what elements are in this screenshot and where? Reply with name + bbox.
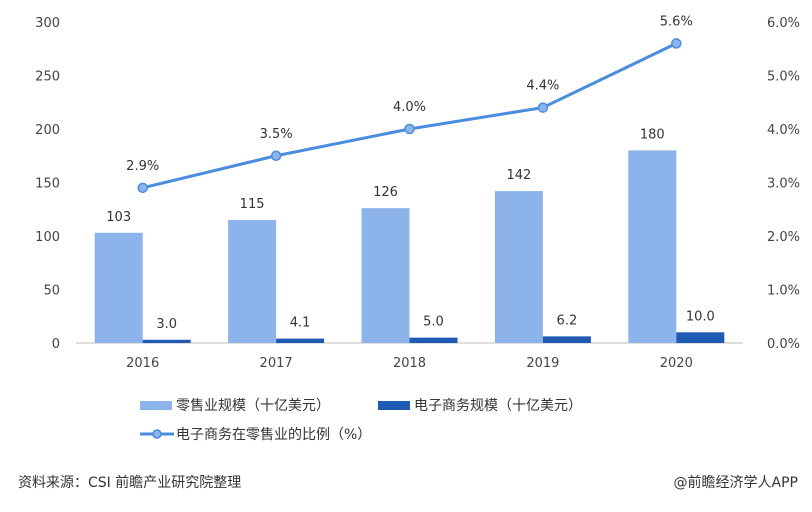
line-point-share	[671, 38, 682, 49]
bar-ecommerce	[276, 338, 325, 343]
bar-label-retail: 115	[240, 197, 265, 212]
y-tick-label: 150	[35, 177, 60, 192]
y2-tick-label: 5.0%	[767, 70, 800, 85]
legend-swatch-retail	[140, 400, 172, 410]
line-point-share	[137, 182, 148, 194]
x-tick-label: 2017	[260, 356, 293, 371]
y2-tick-label: 4.0%	[767, 123, 800, 138]
bar-label-retail: 126	[373, 185, 398, 200]
y2-tick-label: 2.0%	[767, 230, 800, 245]
legend-swatch-ecommerce	[378, 400, 410, 410]
legend-ecommerce: 电子商务规模（十亿美元）	[378, 395, 582, 415]
bar-retail	[361, 208, 410, 343]
line-label-share: 5.6%	[660, 14, 693, 29]
y2-tick-label: 1.0%	[767, 284, 800, 299]
x-tick-label: 2019	[526, 356, 559, 371]
bar-retail	[628, 150, 677, 343]
legend-retail: 零售业规模（十亿美元）	[140, 395, 330, 415]
bar-ecommerce	[542, 336, 591, 343]
y2-tick-label: 0.0%	[767, 337, 800, 352]
bar-label-retail: 180	[640, 127, 665, 142]
source-note: 资料来源：CSI 前瞻产业研究院整理	[18, 475, 242, 491]
y2-tick-label: 3.0%	[767, 177, 800, 192]
bar-label-ecommerce: 4.1	[290, 316, 311, 331]
y-tick-label: 200	[35, 123, 60, 138]
bar-ecommerce	[409, 337, 458, 343]
y-tick-label: 50	[43, 284, 60, 299]
line-label-share: 4.4%	[526, 79, 559, 94]
legend-label: 电子商务在零售业的比例（%）	[176, 427, 372, 443]
x-tick-label: 2020	[660, 356, 693, 371]
bar-label-ecommerce: 6.2	[557, 313, 578, 328]
y-tick-label: 0	[52, 337, 60, 352]
x-tick-label: 2018	[393, 356, 426, 371]
bar-retail	[94, 232, 143, 343]
bar-label-retail: 142	[506, 168, 531, 183]
line-label-share: 3.5%	[260, 127, 293, 142]
bar-label-ecommerce: 3.0	[156, 317, 177, 332]
y2-tick-label: 6.0%	[767, 16, 800, 31]
y-tick-label: 100	[35, 230, 60, 245]
x-tick-label: 2016	[126, 356, 159, 371]
credit-note: @前瞻经济学人APP	[673, 475, 798, 491]
bar-ecommerce	[676, 332, 725, 343]
legend-label: 零售业规模（十亿美元）	[176, 398, 330, 414]
legend-line-marker-icon	[140, 429, 174, 439]
legend-label: 电子商务规模（十亿美元）	[414, 398, 582, 414]
line-label-share: 4.0%	[393, 100, 426, 115]
line-point-share	[270, 150, 282, 161]
legend-share: 电子商务在零售业的比例（%）	[140, 424, 371, 444]
chart-svg: 0 50 100 150 200 250 300 0.0% 1.0% 2.0% 3.0% 4.0% 5.…	[35, 14, 800, 371]
y-tick-label: 300	[35, 16, 60, 31]
line-share	[142, 42, 677, 190]
bar-label-ecommerce: 5.0	[423, 315, 444, 330]
bar-label-retail: 103	[106, 210, 131, 225]
line-label-share: 2.9%	[126, 159, 159, 174]
y-tick-label: 250	[35, 70, 60, 85]
line-point-share	[537, 102, 549, 113]
line-point-share	[404, 123, 415, 135]
bar-label-ecommerce: 10.0	[686, 309, 715, 324]
bar-retail	[494, 191, 543, 343]
bar-ecommerce	[142, 339, 191, 343]
bar-retail	[228, 219, 277, 343]
